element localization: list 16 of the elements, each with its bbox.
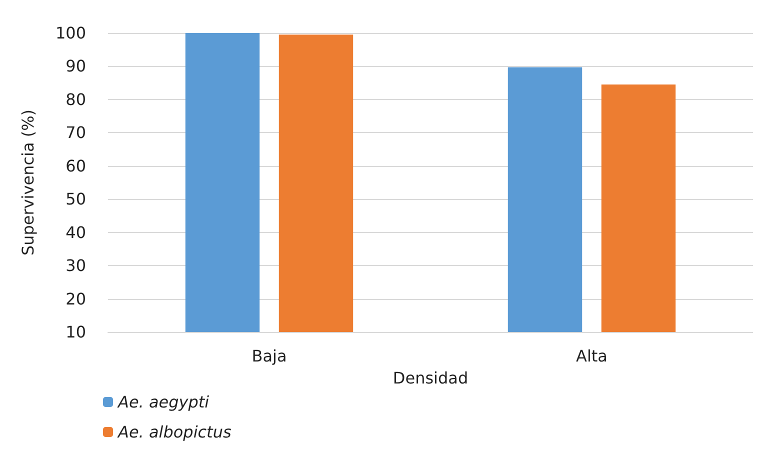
legend-label: Ae. albopictus: [117, 422, 232, 442]
x-tick-label: Alta: [576, 346, 608, 366]
y-tick-label: 60: [66, 156, 86, 176]
y-tick-label: 90: [66, 56, 86, 76]
y-tick-label: 70: [66, 123, 86, 142]
y-tick-label: 20: [66, 289, 86, 308]
y-tick-label: 50: [66, 190, 86, 209]
x-tick-label: Baja: [252, 346, 287, 366]
y-tick-label: 10: [66, 322, 86, 342]
legend-label: Ae. aegypti: [117, 392, 210, 412]
x-axis-title: Densidad: [392, 368, 468, 388]
y-tick-label: 80: [66, 90, 86, 109]
y-axis-title: Supervivencia (%): [18, 109, 38, 256]
y-tick-label: 40: [66, 222, 86, 242]
y-tick-label: 30: [66, 256, 86, 276]
y-tick-label: 100: [55, 24, 86, 42]
